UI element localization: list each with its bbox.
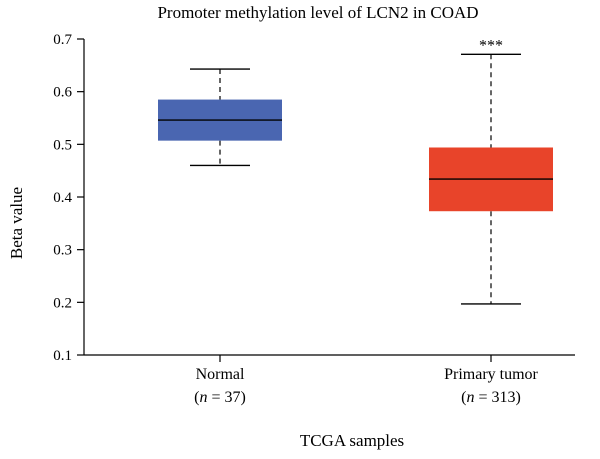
- box-normal: [158, 68, 282, 167]
- y-axis-label: Beta value: [7, 187, 26, 259]
- category-label: Primary tumor: [444, 366, 538, 383]
- x-axis: [84, 354, 575, 362]
- sample-size-label: (n = 313): [461, 389, 521, 406]
- y-tick-label: 0.1: [53, 348, 72, 364]
- y-tick-label: 0.4: [53, 190, 72, 206]
- significance-label: ***: [479, 37, 503, 54]
- y-tick-label: 0.6: [53, 85, 72, 101]
- y-axis: 0.1 0.2 0.3 0.4 0.5 0.6 0.7: [53, 32, 85, 364]
- chart-title: Promoter methylation level of LCN2 in CO…: [157, 3, 478, 22]
- box-primary-tumor: ***: [429, 37, 553, 305]
- category-labels: Normal (n = 37) Primary tumor (n = 313): [194, 366, 538, 406]
- y-tick-label: 0.2: [53, 295, 72, 311]
- y-tick-label: 0.5: [53, 137, 72, 153]
- x-axis-label: TCGA samples: [300, 431, 404, 450]
- category-label: Normal: [196, 366, 245, 383]
- sample-size-label: (n = 37): [194, 389, 246, 406]
- y-tick-label: 0.7: [53, 32, 72, 48]
- boxes: ***: [158, 37, 553, 305]
- y-tick-label: 0.3: [53, 243, 72, 259]
